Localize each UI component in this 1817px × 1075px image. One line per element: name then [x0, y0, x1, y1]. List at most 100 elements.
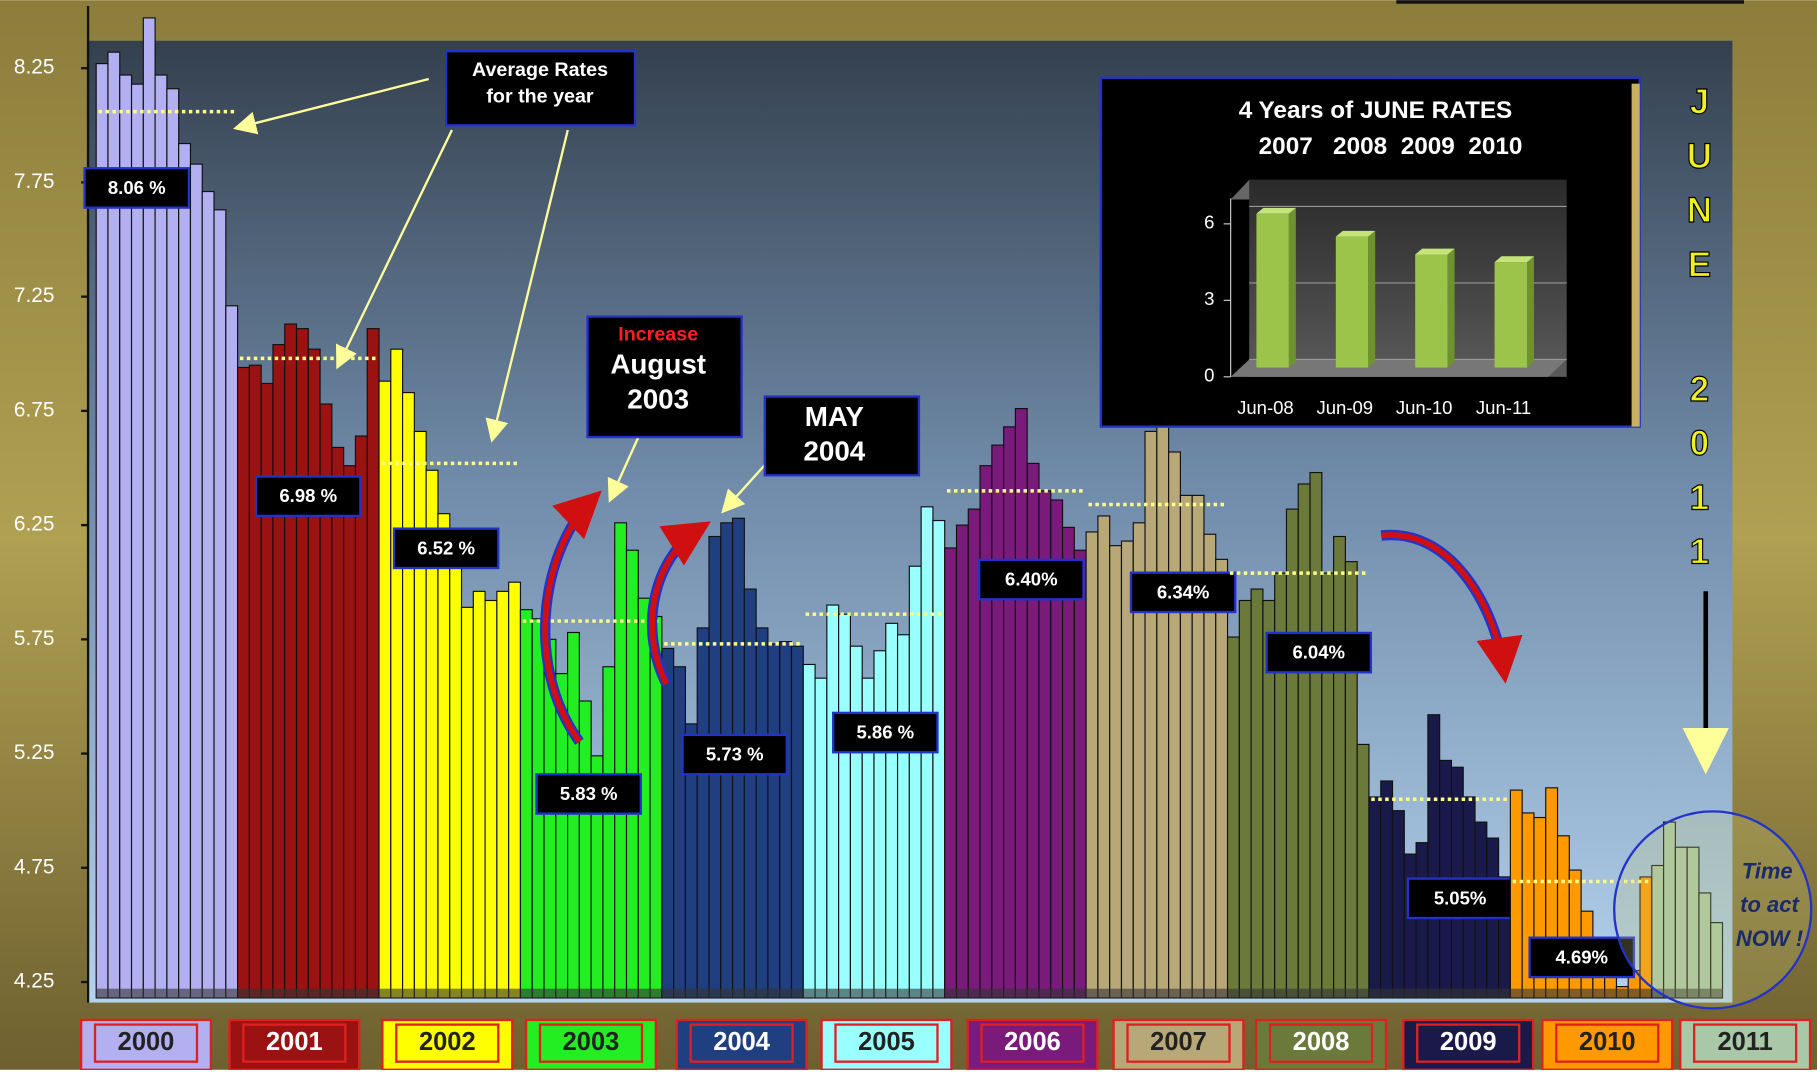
bar	[130, 83, 144, 999]
x-tick-label: Jun-09	[1316, 397, 1373, 418]
average-label: 6.34%	[1157, 581, 1210, 602]
bar	[1403, 853, 1417, 999]
legend-key	[1693, 1023, 1798, 1063]
average-label-box	[254, 475, 362, 518]
bar	[955, 524, 969, 999]
pointer	[335, 129, 453, 370]
pointer	[485, 129, 569, 443]
legend-label: 2011	[1718, 1028, 1773, 1056]
bar	[1415, 842, 1429, 999]
baseline-strip	[96, 988, 238, 998]
x-tick-label: Jun-11	[1476, 397, 1531, 418]
annotations: Average Rates for the year Increase Augu…	[233, 50, 1729, 775]
bar	[979, 465, 993, 999]
annotation: for the year	[486, 86, 594, 108]
bar	[1356, 743, 1370, 999]
y-tick-label: 5.25	[14, 741, 55, 764]
bar	[1085, 531, 1099, 999]
bar	[1344, 561, 1358, 999]
bar	[1250, 588, 1264, 999]
bar	[1073, 549, 1087, 999]
legend-label: 2002	[419, 1028, 476, 1056]
annotation: Average Rates	[472, 59, 608, 81]
bar	[1509, 789, 1523, 999]
bar	[343, 465, 357, 999]
average-label-box	[83, 167, 191, 209]
x-tick-label: Jun-08	[1237, 397, 1294, 418]
average-label-box	[832, 711, 939, 754]
bar	[802, 663, 816, 999]
average-label: 6.98 %	[279, 485, 337, 506]
legend-label: 2005	[858, 1028, 915, 1056]
legend-label: 2006	[1004, 1028, 1061, 1056]
y-tick-label: 4.75	[14, 855, 55, 878]
y-tick-label: 7.75	[14, 170, 55, 193]
average-label: 8.06 %	[108, 177, 166, 198]
baseline-strip	[1086, 988, 1228, 998]
average-label-box	[681, 733, 788, 776]
bar	[743, 588, 757, 999]
y-tick-label: 8.25	[14, 56, 55, 79]
bar	[484, 599, 498, 999]
bar	[142, 17, 156, 999]
inset-chart: 4 Years of JUNE RATES 2007 2008 2009 201…	[1099, 76, 1641, 428]
bar	[755, 627, 769, 999]
callout-circle	[1613, 810, 1813, 1010]
legend-label: 2008	[1293, 1028, 1350, 1056]
time-callout: Time to act NOW !	[1613, 810, 1813, 1010]
bar	[826, 604, 840, 999]
bar	[1109, 545, 1123, 999]
bar	[1494, 262, 1528, 368]
baseline-strip	[944, 988, 1087, 998]
bar	[1097, 515, 1111, 999]
average-label: 5.86 %	[856, 722, 914, 743]
legend-key	[1268, 1023, 1374, 1063]
bar	[119, 74, 133, 999]
bar	[1297, 483, 1311, 999]
bar	[354, 435, 368, 999]
average-label: 6.04%	[1292, 642, 1345, 663]
bar	[896, 634, 910, 999]
bar	[508, 581, 522, 999]
bar	[1191, 494, 1205, 999]
bar	[1014, 408, 1028, 999]
average-label-box	[1129, 571, 1237, 614]
average-label-box	[535, 773, 642, 815]
average-label-box	[1265, 631, 1373, 674]
bar	[1168, 451, 1181, 999]
x-tick-label: Jun-10	[1396, 397, 1453, 418]
curve-arrow	[1380, 532, 1523, 684]
bar	[696, 627, 710, 999]
bar	[849, 645, 863, 999]
annotation: 2003	[627, 384, 689, 415]
curve-arrow	[649, 521, 711, 686]
bar	[213, 209, 227, 999]
legend-key	[93, 1023, 199, 1063]
bar-top	[1494, 256, 1534, 263]
note-box	[763, 395, 921, 477]
bar	[307, 348, 321, 999]
y-tick-label: 0	[1204, 365, 1214, 386]
average-label: 5.83 %	[560, 783, 618, 804]
bar	[1309, 471, 1323, 999]
bar	[944, 547, 958, 999]
average-label: 5.73 %	[706, 744, 764, 765]
inset-floor	[1230, 359, 1567, 377]
bar	[932, 519, 946, 999]
bar	[873, 650, 887, 999]
bar	[390, 348, 404, 999]
baseline-strip	[1368, 988, 1511, 998]
baseline-strip	[520, 988, 662, 998]
annotation: Time	[1742, 859, 1793, 884]
bar	[295, 328, 309, 999]
bar-side	[1447, 248, 1455, 368]
bar	[1335, 236, 1369, 368]
baseline-strip	[1510, 988, 1652, 998]
bar	[908, 565, 922, 999]
y-tick-label: 6.75	[14, 398, 55, 421]
bar-top	[1256, 207, 1296, 214]
bar	[1238, 599, 1252, 999]
bar	[366, 328, 380, 999]
bar	[991, 444, 1005, 999]
bar	[460, 606, 474, 999]
